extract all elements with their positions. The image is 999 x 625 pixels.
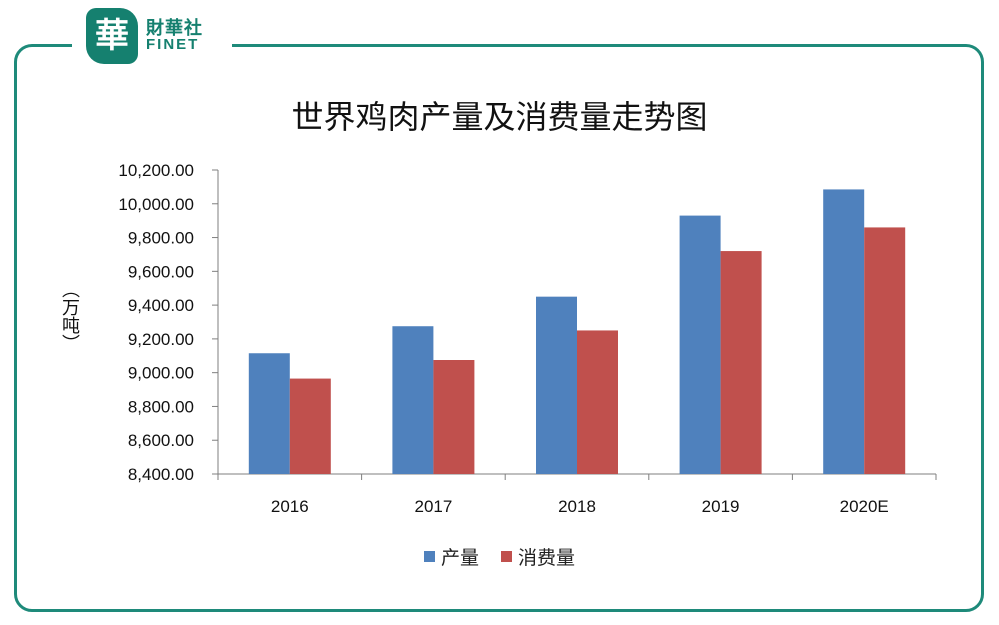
legend-swatch-production bbox=[423, 551, 435, 562]
y-tick-label: 8,400.00 bbox=[128, 465, 194, 484]
y-tick-label: 9,400.00 bbox=[128, 296, 194, 315]
y-axis-label: （万吨） bbox=[59, 280, 80, 352]
bar-production-2016 bbox=[248, 353, 290, 474]
bar-production-2020E bbox=[823, 189, 865, 474]
bar-production-2018 bbox=[536, 296, 577, 474]
y-tick-label: 10,200.00 bbox=[118, 161, 194, 180]
x-tick-label: 2019 bbox=[702, 497, 740, 516]
legend-label-production: 产量 bbox=[440, 547, 479, 569]
bar-production-2017 bbox=[392, 326, 434, 474]
chart-title: 世界鸡肉产量及消费量走势图 bbox=[291, 98, 708, 136]
x-tick-label: 2016 bbox=[271, 497, 309, 516]
bar-consumption-2018 bbox=[577, 330, 618, 474]
legend-item-consumption: 消费量 bbox=[501, 543, 575, 570]
chart-frame bbox=[14, 44, 984, 612]
brand-name-cn: 財華社 bbox=[146, 18, 203, 38]
y-tick-label: 9,800.00 bbox=[128, 229, 194, 248]
legend-label-consumption: 消费量 bbox=[518, 547, 576, 569]
y-tick-label: 8,800.00 bbox=[128, 397, 194, 416]
bar-consumption-2019 bbox=[720, 251, 762, 474]
y-tick-label: 9,600.00 bbox=[128, 262, 194, 281]
legend-swatch-consumption bbox=[501, 551, 512, 562]
y-tick-label: 9,000.00 bbox=[128, 364, 194, 383]
x-tick-label: 2017 bbox=[414, 497, 452, 516]
y-tick-label: 10,000.00 bbox=[118, 195, 194, 214]
bar-consumption-2016 bbox=[289, 378, 331, 474]
y-tick-label: 9,200.00 bbox=[128, 330, 194, 349]
bar-consumption-2020E bbox=[864, 227, 906, 474]
y-tick-label: 8,600.00 bbox=[128, 431, 194, 450]
brand-name-en: FINET bbox=[146, 36, 200, 53]
x-tick-label: 2020E bbox=[840, 497, 889, 516]
finet-logo-seal: 華 bbox=[86, 8, 138, 64]
bar-consumption-2017 bbox=[433, 360, 475, 474]
x-tick-label: 2018 bbox=[558, 497, 596, 516]
legend-item-production: 产量 bbox=[423, 543, 479, 570]
legend: 产量 消费量 bbox=[0, 543, 999, 570]
bar-production-2019 bbox=[679, 215, 721, 474]
